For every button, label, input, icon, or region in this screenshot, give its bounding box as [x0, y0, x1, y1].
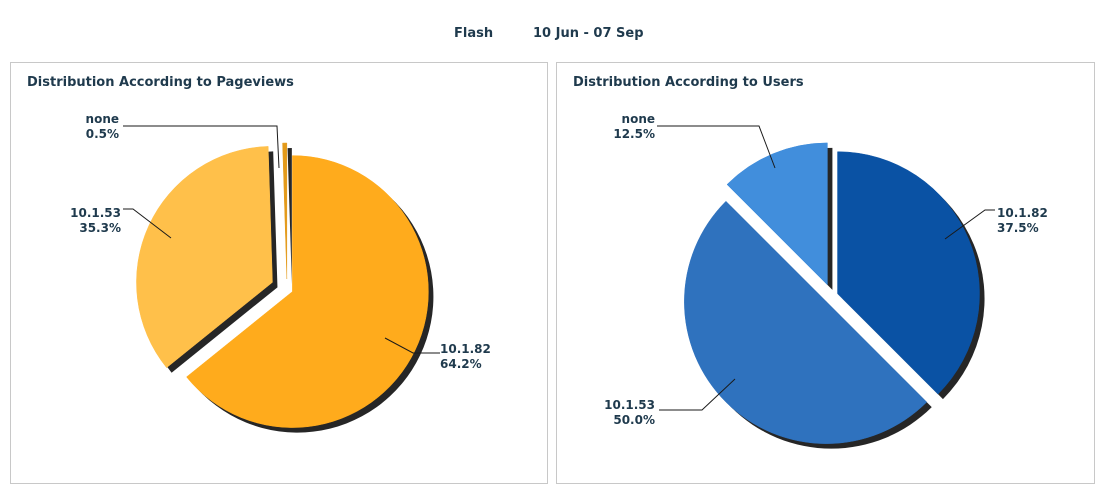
users-leader-10-1-82: [944, 209, 995, 240]
pageviews-slice-10-1-82[interactable]: [186, 155, 429, 428]
users-label-10-1-53: 10.1.53: [604, 398, 655, 412]
pageviews-slice-none[interactable]: [282, 142, 288, 280]
pageviews-slice-10-1-53[interactable]: [136, 146, 273, 369]
users-slice-10-1-53[interactable]: [684, 200, 928, 444]
pageviews-label-10-1-53: 10.1.53: [70, 206, 121, 220]
metric-name: Flash: [454, 26, 494, 41]
pageviews-value-none: 0.5%: [86, 127, 119, 141]
users-value-10-1-82: 37.5%: [997, 221, 1039, 235]
pageviews-pie-slices: [136, 142, 429, 428]
chart-header: Flash 10 Jun - 07 Sep: [0, 26, 1104, 44]
pageviews-leader-10-1-53: [123, 208, 172, 239]
users-value-10-1-53: 50.0%: [613, 413, 655, 427]
pageviews-panel: Distribution According to Pageviews 10.1…: [10, 62, 548, 484]
pageviews-leader-none: [123, 125, 280, 169]
date-range: 10 Jun - 07 Sep: [533, 26, 644, 41]
users-leader-none: [657, 125, 776, 169]
users-slice-none[interactable]: [726, 142, 828, 286]
users-pie-slices: [684, 142, 980, 444]
pageviews-shadow-none: [287, 148, 292, 285]
pageviews-value-10-1-82: 64.2%: [440, 357, 482, 371]
users-leader-10-1-53: [659, 378, 736, 411]
users-label-10-1-82: 10.1.82: [997, 206, 1048, 220]
users-panel: Distribution According to Users 10.1.82 3…: [556, 62, 1095, 484]
users-value-none: 12.5%: [613, 127, 655, 141]
pageviews-chart-title: Distribution According to Pageviews: [27, 75, 294, 90]
pageviews-label-10-1-82: 10.1.82: [440, 342, 491, 356]
users-chart-title: Distribution According to Users: [573, 75, 804, 90]
users-label-none: none: [622, 112, 655, 126]
pageviews-value-10-1-53: 35.3%: [79, 221, 121, 235]
pageviews-leader-10-1-82: [384, 337, 440, 354]
users-slice-10-1-82[interactable]: [837, 151, 980, 395]
pageviews-label-none: none: [86, 112, 119, 126]
